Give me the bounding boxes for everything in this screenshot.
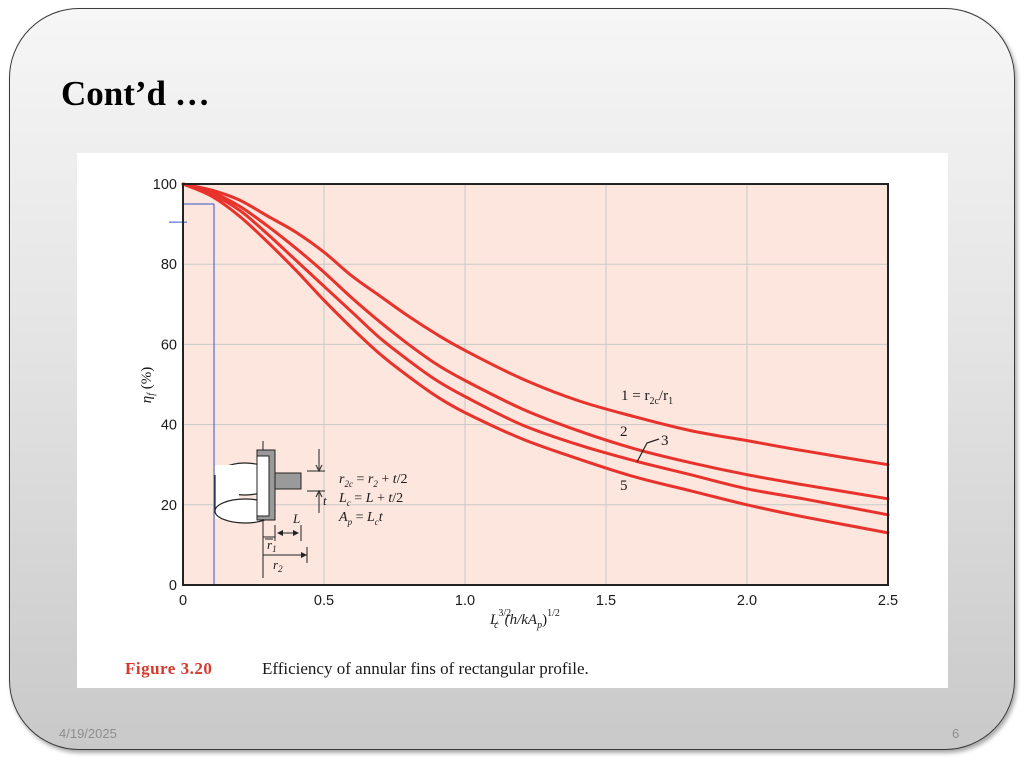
grid-lines [183,184,888,585]
series-label-5: 5 [620,478,628,494]
y-tick-label: 80 [161,257,177,273]
y-tick-label: 40 [161,418,177,434]
y-tick-label: 20 [161,498,177,514]
x-tick-label: 2.0 [737,593,757,609]
inset-equation-2: Lc = L + t/2 [338,491,403,508]
fin-diagram-inset: t L r1 r2 r2c = r2 + t/2 Lc = L + t/2 Ap… [214,441,408,578]
series-label-3: 3 [661,433,669,449]
plot-frame [182,183,889,586]
efficiency-chart: 0 0.5 1.0 1.5 2.0 2.5 0 20 40 60 80 100 ηf (%) L3/… [125,177,898,678]
x-tick-label: 0.5 [314,593,334,609]
x-tick-label: 1.5 [596,593,616,609]
series-line-3 [181,182,890,517]
series-label-2: 2 [620,424,628,440]
x-axis-label: L3/2 c (h/kAp)1/2 [489,608,560,631]
series-line-4 [181,182,890,535]
slide-page-number: 6 [952,726,960,741]
figure-image: 0 0.5 1.0 1.5 2.0 2.5 0 20 40 60 80 100 ηf (%) L3/… [77,153,948,688]
curves-group [181,182,890,535]
figure-caption-label: Figure 3.20 [125,659,212,678]
figure-caption-text: Efficiency of annular fins of rectangula… [262,659,589,678]
svg-text:L: L [292,511,300,526]
svg-text:r1: r1 [267,537,277,554]
y-tick-labels: 0 20 40 60 80 100 [153,177,177,594]
y-tick-label: 60 [161,337,177,353]
svg-text:t: t [323,493,327,508]
y-tick-label: 0 [169,578,177,594]
x-tick-label: 2.5 [878,593,898,609]
series-line-2 [181,182,890,501]
series-label-1: 1 = r2c/r1 [621,388,673,407]
svg-text:r2: r2 [273,557,283,574]
y-tick-label: 100 [153,177,177,193]
x-tick-labels: 0 0.5 1.0 1.5 2.0 2.5 [179,593,898,609]
inset-equation-1: r2c = r2 + t/2 [339,472,408,489]
y-axis-label: ηf (%) [139,367,157,403]
x-tick-label: 0 [179,593,187,609]
series-line-1 [181,182,890,467]
slide-date: 4/19/2025 [59,726,117,741]
x-tick-label: 1.0 [455,593,475,609]
slide-title: Cont’d … [61,74,210,113]
series-3-leader-line [636,438,660,463]
